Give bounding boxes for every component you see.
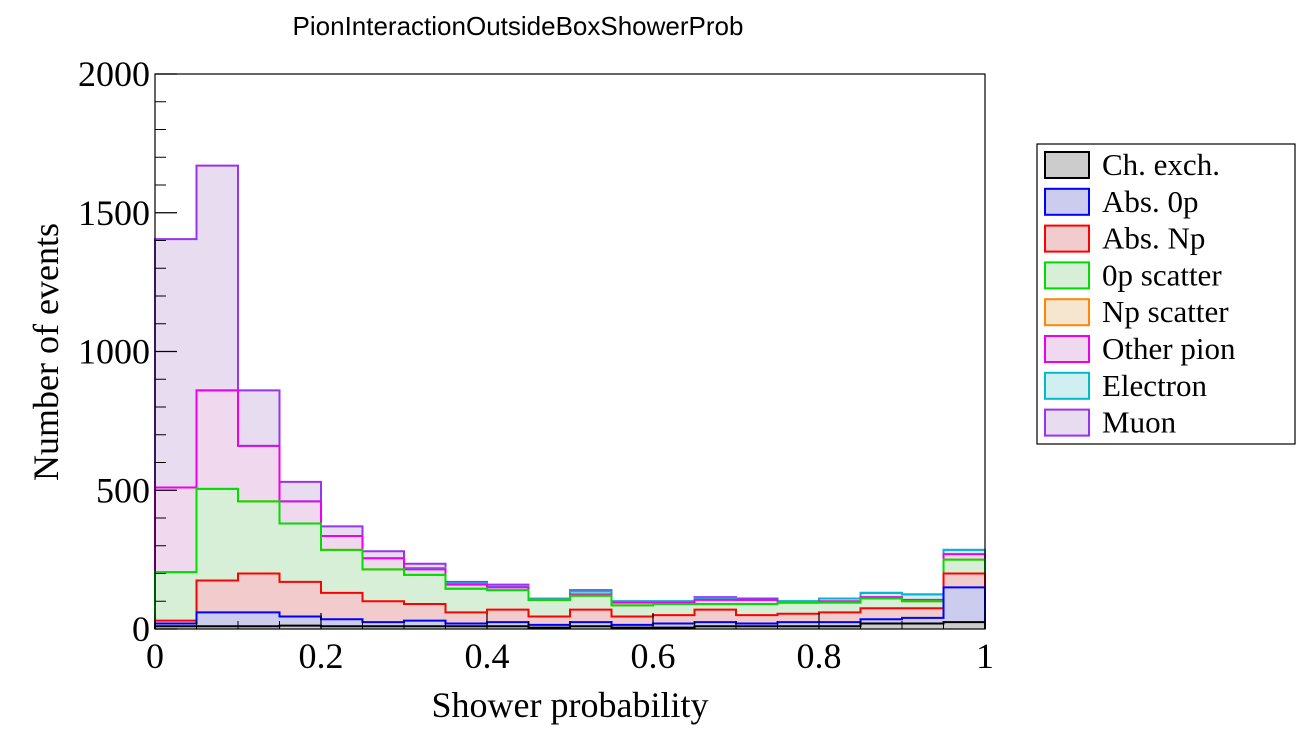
x-tick-label: 0.6 (631, 636, 676, 676)
axes: 0 0.2 0.4 0.6 0.8 1 0 500 1000 1500 2000 (78, 54, 994, 676)
y-tick-label: 2000 (78, 54, 150, 94)
legend-label-0p-scatter: 0p scatter (1102, 257, 1222, 292)
legend-label-abs-0p: Abs. 0p (1102, 184, 1198, 219)
x-tick-label: 0.8 (797, 636, 842, 676)
legend-label-other-pion: Other pion (1102, 331, 1236, 366)
legend-swatch-abs-np (1044, 224, 1090, 253)
legend-swatch-np-scatter (1044, 298, 1090, 327)
y-axis-title: Number of events (26, 223, 66, 481)
x-tick-label: 1 (976, 636, 994, 676)
legend-label-electron: Electron (1102, 368, 1208, 403)
x-tick-label: 0.2 (299, 636, 344, 676)
legend-swatch-abs-0p (1044, 187, 1090, 216)
legend-swatch-other-pion (1044, 335, 1090, 363)
legend-label-muon: Muon (1102, 405, 1177, 440)
x-tick-label: 0.4 (465, 636, 510, 676)
outline-0p-scatter (154, 487, 986, 629)
y-tick-label: 500 (96, 470, 150, 510)
legend-swatch-electron (1044, 371, 1090, 400)
legend-label-abs-np: Abs. Np (1102, 221, 1205, 256)
chart-title: PionInteractionOutsideBoxShowerProb (293, 11, 744, 41)
legend-swatch-0p-scatter (1044, 261, 1090, 290)
legend-label-ch-exch: Ch. exch. (1102, 147, 1220, 182)
x-tick-label: 0 (146, 636, 164, 676)
legend-swatch-muon (1044, 408, 1090, 437)
legend-swatch-ch-exch (1044, 151, 1090, 179)
y-tick-label: 1500 (78, 193, 150, 233)
legend-label-np-scatter: Np scatter (1102, 294, 1229, 329)
y-tick-label: 0 (132, 609, 150, 649)
x-axis-title: Shower probability (432, 685, 709, 725)
outline-abs-np (154, 572, 986, 629)
y-tick-label: 1000 (78, 332, 150, 372)
